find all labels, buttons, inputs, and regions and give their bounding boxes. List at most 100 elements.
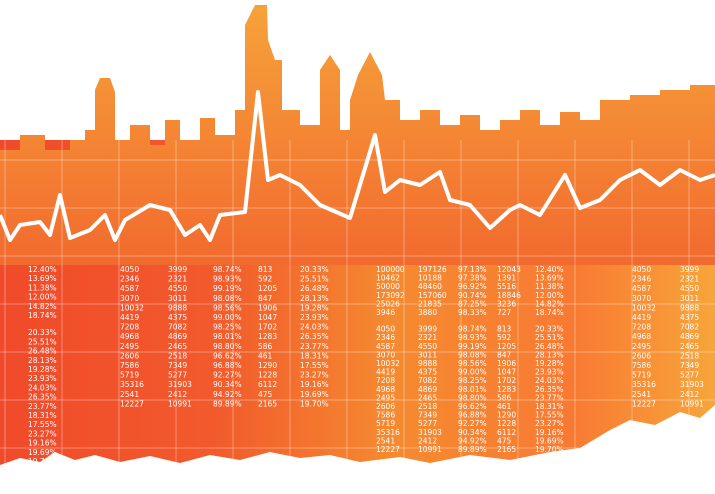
table-cell: 7586 xyxy=(632,361,651,370)
table-cell: 2495 xyxy=(376,393,395,402)
table-cell: 5277 xyxy=(680,371,699,380)
table-cell: 197126 xyxy=(418,265,447,274)
table-cell: 7208 xyxy=(376,376,395,385)
table-cell: 19.69% xyxy=(300,390,329,399)
table-cell: 26.48% xyxy=(300,284,329,293)
table-cell: 26.48% xyxy=(535,342,564,351)
table-cell: 17.55% xyxy=(535,411,564,420)
table-cell: 18.31% xyxy=(300,351,329,360)
table-cell: 7082 xyxy=(418,376,437,385)
table-cell: 10991 xyxy=(418,445,442,454)
table-cell: 23.93% xyxy=(535,368,564,377)
table-cell: 13.69% xyxy=(28,274,57,283)
table-cell: 1205 xyxy=(258,284,277,293)
table-cell: 14.82% xyxy=(28,302,57,311)
table-cell: 98.56% xyxy=(458,359,487,368)
table-cell: 475 xyxy=(258,390,273,399)
table-cell: 3880 xyxy=(418,308,437,317)
table-cell: 1283 xyxy=(258,332,277,341)
table-cell: 2346 xyxy=(120,275,139,284)
table-cell: 4050 xyxy=(632,265,651,274)
table-cell: 19.69% xyxy=(28,448,57,457)
table-cell: 10188 xyxy=(418,274,442,283)
table-cell: 23.93% xyxy=(28,374,57,383)
table-cell: 19.16% xyxy=(28,439,57,448)
table-cell: 12043 xyxy=(497,265,521,274)
table-cell: 98.25% xyxy=(458,376,487,385)
table-cell: 4869 xyxy=(680,332,699,341)
table-cell: 31903 xyxy=(168,380,192,389)
table-cell: 2541 xyxy=(120,390,139,399)
table-cell: 96.62% xyxy=(458,402,487,411)
table-cell: 2321 xyxy=(418,333,437,342)
table-cell: 2165 xyxy=(497,445,516,454)
table-cell: 18846 xyxy=(497,291,521,300)
table-cell: 3011 xyxy=(168,294,187,303)
table-cell: 1205 xyxy=(497,342,516,351)
table-cell: 92.27% xyxy=(213,371,242,380)
table-cell: 18.74% xyxy=(535,308,564,317)
table-cell: 9888 xyxy=(418,359,437,368)
table-cell: 99.00% xyxy=(458,368,487,377)
table-cell: 96.88% xyxy=(458,411,487,420)
table-cell: 10032 xyxy=(376,359,400,368)
table-cell: 2606 xyxy=(632,351,651,360)
table-cell: 2495 xyxy=(632,342,651,351)
table-cell: 7586 xyxy=(120,361,139,370)
table-cell: 2518 xyxy=(168,351,187,360)
table-cell: 1906 xyxy=(258,303,277,312)
table-cell: 475 xyxy=(497,436,512,445)
table-cell: 1391 xyxy=(497,274,516,283)
table-cell: 23.27% xyxy=(28,429,57,438)
table-cell: 23.27% xyxy=(300,371,329,380)
table-cell: 4375 xyxy=(418,368,437,377)
table-cell: 3011 xyxy=(680,294,699,303)
table-cell: 2541 xyxy=(632,390,651,399)
table-cell: 31903 xyxy=(418,428,442,437)
table-cell: 28.13% xyxy=(28,356,57,365)
table-cell: 1047 xyxy=(497,368,516,377)
table-cell: 4050 xyxy=(120,265,139,274)
table-cell: 94.92% xyxy=(458,436,487,445)
table-cell: 97.13% xyxy=(458,265,487,274)
table-cell: 2346 xyxy=(376,333,395,342)
table-cell: 461 xyxy=(497,402,512,411)
table-cell: 2465 xyxy=(418,393,437,402)
table-cell: 1290 xyxy=(258,361,277,370)
table-cell: 7082 xyxy=(168,323,187,332)
table-cell: 1228 xyxy=(497,419,516,428)
table-cell: 4419 xyxy=(120,313,139,322)
table-cell: 1228 xyxy=(258,371,277,380)
table-cell: 3999 xyxy=(418,325,437,334)
table-cell: 23.77% xyxy=(300,342,329,351)
table-cell: 10032 xyxy=(632,303,656,312)
table-cell: 2165 xyxy=(258,399,277,408)
table-cell: 173092 xyxy=(376,291,405,300)
table-cell: 461 xyxy=(258,351,273,360)
table-cell: 90.34% xyxy=(213,380,242,389)
table-cell: 25.51% xyxy=(535,333,564,342)
table-cell: 4968 xyxy=(376,385,395,394)
table-cell: 1047 xyxy=(258,313,277,322)
table-cell: 12227 xyxy=(632,399,656,408)
table-cell: 7208 xyxy=(632,323,651,332)
table-cell: 23.93% xyxy=(300,313,329,322)
table-cell: 4375 xyxy=(168,313,187,322)
table-cell: 99.19% xyxy=(458,342,487,351)
table-cell: 727 xyxy=(497,308,512,317)
table-cell: 7349 xyxy=(680,361,699,370)
table-cell: 7082 xyxy=(680,323,699,332)
table-cell: 3999 xyxy=(680,265,699,274)
table-cell: 50000 xyxy=(376,282,400,291)
table-cell: 4968 xyxy=(120,332,139,341)
table-cell: 18.31% xyxy=(535,402,564,411)
table-cell: 2518 xyxy=(418,402,437,411)
table-cell: 847 xyxy=(258,294,273,303)
table-cell: 98.80% xyxy=(213,342,242,351)
table-cell: 18.74% xyxy=(28,311,57,320)
table-cell: 9888 xyxy=(168,303,187,312)
table-cell: 23.77% xyxy=(28,402,57,411)
table-cell: 2465 xyxy=(680,342,699,351)
table-cell: 4968 xyxy=(632,332,651,341)
table-cell: 12.40% xyxy=(28,265,57,274)
